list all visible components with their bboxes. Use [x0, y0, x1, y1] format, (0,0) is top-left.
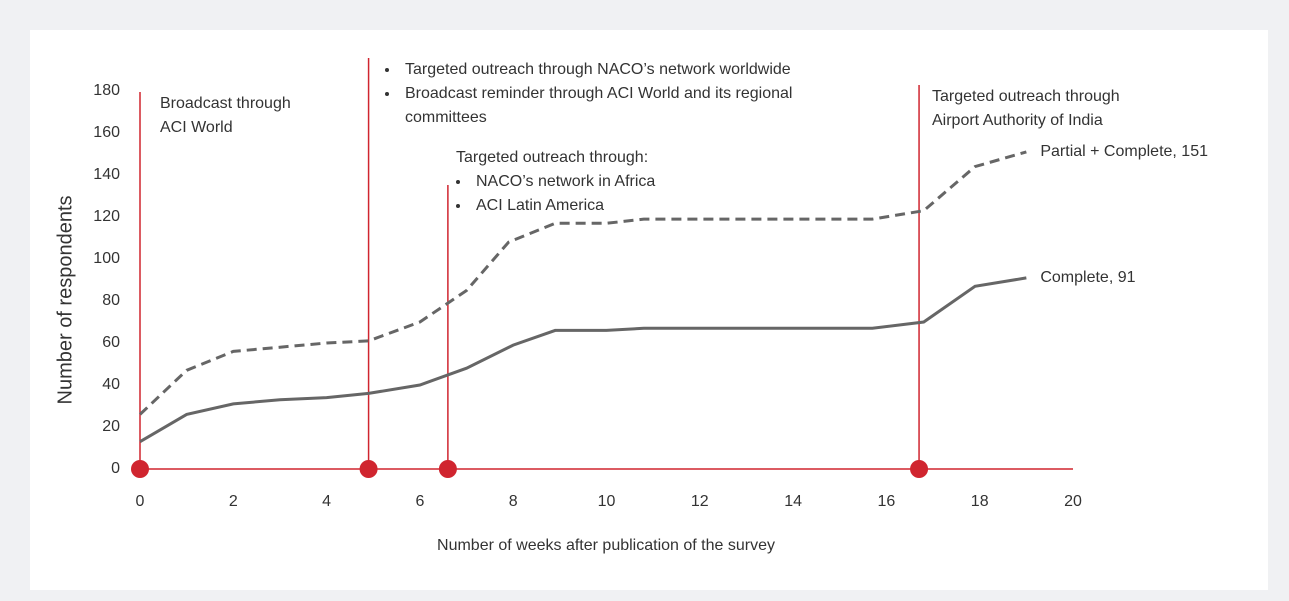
annotation: Targeted outreach through: [456, 149, 648, 166]
y-tick-label: 140 [93, 166, 120, 183]
bullet [385, 92, 389, 96]
y-tick-label: 180 [93, 82, 120, 99]
annotation: Airport Authority of India [932, 112, 1103, 129]
y-tick-label: 40 [102, 376, 120, 393]
annotation: Broadcast through [160, 95, 291, 112]
event-dot [131, 460, 149, 478]
bullet [456, 204, 460, 208]
bullet [456, 180, 460, 184]
y-tick-label: 60 [102, 334, 120, 351]
event-dot [359, 460, 378, 478]
y-axis-label: Number of respondents [54, 195, 76, 404]
y-tick-label: 80 [102, 292, 120, 309]
series-label: Partial + Complete, 151 [1040, 143, 1208, 160]
annotation: committees [405, 109, 487, 126]
annotation: Targeted outreach through NACO’s network… [405, 61, 791, 78]
x-tick-label: 2 [229, 493, 238, 510]
event-dot [910, 460, 929, 478]
x-tick-label: 10 [598, 493, 616, 510]
y-tick-label: 20 [102, 418, 120, 435]
annotation: NACO’s network in Africa [476, 173, 655, 190]
event-dot [438, 460, 457, 478]
annotation: ACI World [160, 119, 233, 136]
annotation: ACI Latin America [476, 197, 604, 214]
x-tick-label: 12 [691, 493, 709, 510]
series-label: Complete, 91 [1040, 269, 1135, 286]
x-tick-label: 4 [322, 493, 331, 510]
x-tick-label: 8 [509, 493, 518, 510]
x-tick-label: 16 [878, 493, 896, 510]
annotation: Targeted outreach through [932, 88, 1120, 105]
y-tick-label: 120 [93, 208, 120, 225]
y-tick-label: 100 [93, 250, 120, 267]
series-line [139, 276, 1027, 443]
x-tick-label: 20 [1064, 493, 1082, 510]
y-tick-label: 160 [93, 124, 120, 141]
y-tick-label: 0 [111, 460, 120, 477]
x-tick-label: 0 [136, 493, 145, 510]
x-tick-label: 18 [971, 493, 989, 510]
x-tick-label: 6 [415, 493, 424, 510]
series-line [138, 150, 1027, 416]
bullet [385, 68, 389, 72]
panel [30, 30, 1268, 590]
x-tick-label: 14 [784, 493, 802, 510]
annotation: Broadcast reminder through ACI World and… [405, 85, 792, 102]
x-axis-label: Number of weeks after publication of the… [437, 537, 775, 554]
